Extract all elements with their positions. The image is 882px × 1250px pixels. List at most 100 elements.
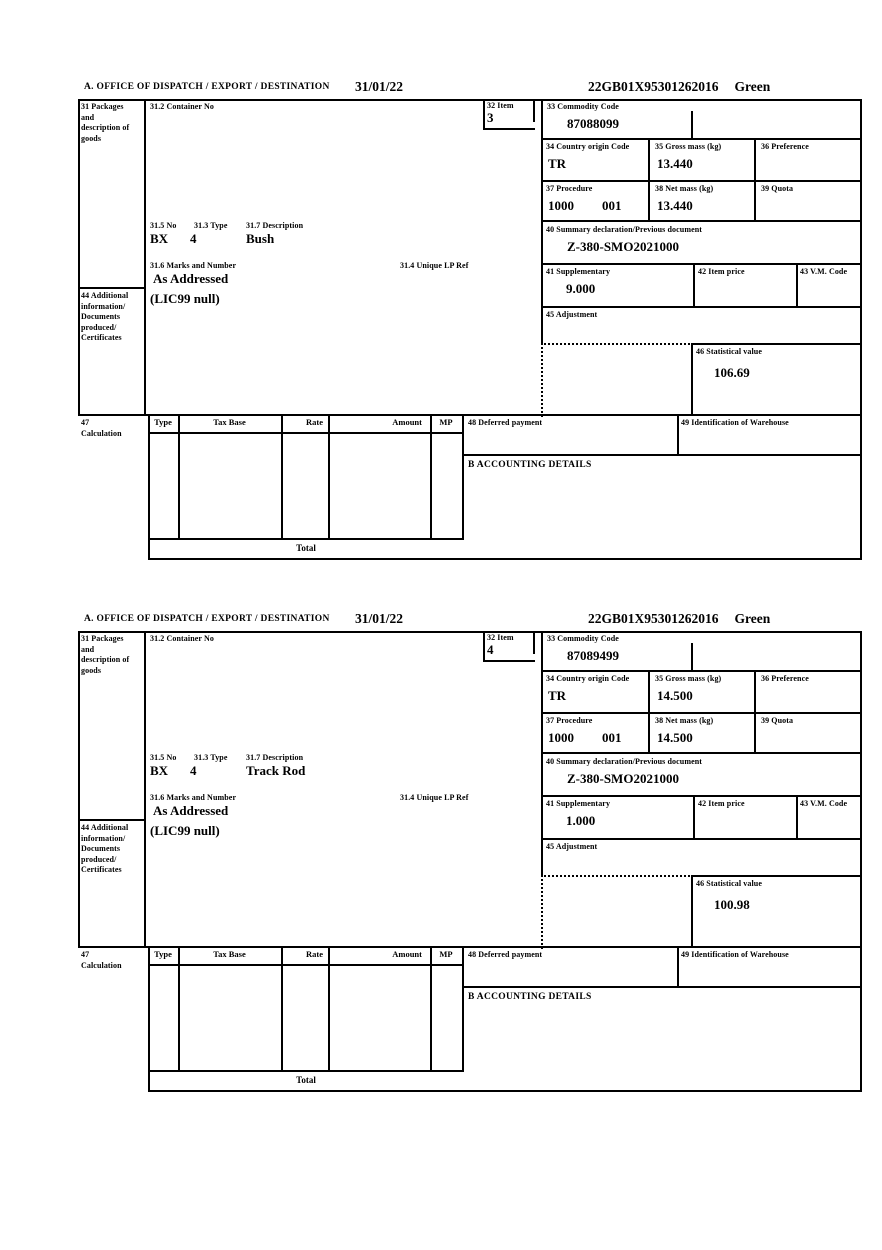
box47-calculation-label: 47 Calculation bbox=[81, 418, 122, 438]
col-amount-header: Amount bbox=[392, 949, 422, 959]
quota-label: 39 Quota bbox=[761, 716, 794, 725]
item-number-value: 3 bbox=[487, 110, 494, 125]
divider bbox=[78, 631, 80, 948]
warehouse-id-label: 49 Identification of Warehouse bbox=[681, 950, 789, 959]
vm-code-label: 43 V.M. Code bbox=[800, 799, 848, 808]
divider bbox=[148, 432, 464, 434]
goods-description-value: Bush bbox=[246, 231, 275, 246]
adjustment-dotted-divider bbox=[541, 875, 693, 949]
col-mp-header: MP bbox=[439, 417, 453, 427]
divider bbox=[483, 128, 535, 130]
summary-declaration-value: Z-380-SMO2021000 bbox=[567, 771, 679, 786]
package-type-label: 31.3 Type bbox=[194, 753, 228, 762]
office-of-dispatch-label: A. OFFICE OF DISPATCH / EXPORT / DESTINA… bbox=[84, 82, 330, 92]
divider bbox=[691, 343, 693, 415]
divider bbox=[541, 712, 862, 714]
divider bbox=[677, 946, 679, 988]
commodity-code-label: 33 Commodity Code bbox=[547, 102, 619, 111]
box44-additional-info-label: 44 Additional information/ Documents pro… bbox=[81, 291, 129, 342]
quota-label: 39 Quota bbox=[761, 184, 794, 193]
col-amount-header: Amount bbox=[392, 417, 422, 427]
marks-and-number-value: As Addressed bbox=[153, 271, 229, 286]
divider bbox=[691, 875, 693, 947]
divider bbox=[541, 631, 543, 877]
divider bbox=[693, 263, 695, 306]
divider bbox=[860, 99, 862, 560]
divider bbox=[541, 752, 862, 754]
divider bbox=[541, 795, 862, 797]
package-type-value: 4 bbox=[190, 231, 197, 246]
divider bbox=[796, 263, 798, 306]
gross-mass-value: 14.500 bbox=[657, 688, 693, 703]
package-no-value: BX bbox=[150, 763, 169, 778]
divider bbox=[541, 220, 862, 222]
accounting-details-label: B ACCOUNTING DETAILS bbox=[468, 992, 592, 1002]
divider bbox=[533, 99, 535, 122]
divider bbox=[462, 986, 862, 988]
summary-declaration-label: 40 Summary declaration/Previous document bbox=[546, 225, 703, 234]
divider bbox=[178, 946, 180, 1072]
container-no-label: 31.2 Container No bbox=[150, 102, 214, 111]
item-number-label: 32 Item bbox=[487, 101, 514, 110]
net-mass-value: 14.500 bbox=[657, 730, 693, 745]
divider bbox=[78, 287, 144, 289]
description-label: 31.7 Description bbox=[246, 221, 304, 230]
goods-description-value: Track Rod bbox=[246, 763, 306, 778]
procedure-value: 1000 001 bbox=[548, 198, 622, 213]
item-number-label: 32 Item bbox=[487, 633, 514, 642]
additional-information-value: (LIC99 null) bbox=[150, 291, 220, 306]
divider bbox=[462, 454, 862, 456]
package-type-value: 4 bbox=[190, 763, 197, 778]
supplementary-label: 41 Supplementary bbox=[546, 267, 611, 276]
divider bbox=[541, 99, 543, 345]
statistical-value: 100.98 bbox=[714, 897, 750, 912]
statistical-value-label: 46 Statistical value bbox=[696, 879, 762, 888]
unique-lp-ref-label: 31.4 Unique LP Ref bbox=[400, 261, 469, 270]
deferred-payment-label: 48 Deferred payment bbox=[468, 950, 543, 959]
procedure-label: 37 Procedure bbox=[546, 184, 593, 193]
adjustment-label: 45 Adjustment bbox=[546, 842, 598, 851]
warehouse-id-label: 49 Identification of Warehouse bbox=[681, 418, 789, 427]
marks-and-number-label: 31.6 Marks and Number bbox=[150, 261, 237, 270]
divider bbox=[78, 946, 862, 948]
routing-status: Green bbox=[734, 79, 771, 94]
procedure-additional-code: 001 bbox=[602, 198, 622, 213]
item-price-label: 42 Item price bbox=[698, 267, 745, 276]
mrn-value: 22GB01X95301262016 bbox=[588, 611, 719, 626]
box31-packages-label: 31 Packages and description of goods bbox=[81, 102, 130, 143]
item-number-value: 4 bbox=[487, 642, 494, 657]
supplementary-value: 9.000 bbox=[566, 281, 596, 296]
commodity-code-value: 87089499 bbox=[567, 648, 619, 663]
procedure-code: 1000 bbox=[548, 198, 574, 213]
gross-mass-label: 35 Gross mass (kg) bbox=[655, 142, 722, 151]
divider bbox=[148, 1090, 862, 1092]
divider bbox=[541, 306, 862, 308]
declaration-item-block-2: A. OFFICE OF DISPATCH / EXPORT / DESTINA… bbox=[78, 611, 862, 1093]
country-origin-value: TR bbox=[548, 156, 567, 171]
adjustment-label: 45 Adjustment bbox=[546, 310, 598, 319]
divider bbox=[483, 660, 535, 662]
divider bbox=[148, 414, 150, 560]
divider bbox=[144, 99, 146, 416]
adjustment-dotted-divider bbox=[541, 343, 693, 417]
marks-and-number-value: As Addressed bbox=[153, 803, 229, 818]
gross-mass-value: 13.440 bbox=[657, 156, 693, 171]
divider bbox=[483, 631, 485, 662]
country-origin-label: 34 Country origin Code bbox=[546, 142, 630, 151]
divider bbox=[677, 414, 679, 456]
commodity-code-value: 87088099 bbox=[567, 116, 619, 131]
package-type-label: 31.3 Type bbox=[194, 221, 228, 230]
supplementary-label: 41 Supplementary bbox=[546, 799, 611, 808]
divider bbox=[148, 1070, 464, 1072]
deferred-payment-label: 48 Deferred payment bbox=[468, 418, 543, 427]
divider bbox=[281, 414, 283, 540]
mrn-value: 22GB01X95301262016 bbox=[588, 79, 719, 94]
divider bbox=[691, 643, 693, 672]
divider bbox=[328, 946, 330, 1072]
divider bbox=[754, 670, 756, 752]
divider bbox=[144, 631, 146, 948]
divider bbox=[78, 819, 144, 821]
vm-code-label: 43 V.M. Code bbox=[800, 267, 848, 276]
marks-and-number-label: 31.6 Marks and Number bbox=[150, 793, 237, 802]
divider bbox=[691, 875, 862, 877]
